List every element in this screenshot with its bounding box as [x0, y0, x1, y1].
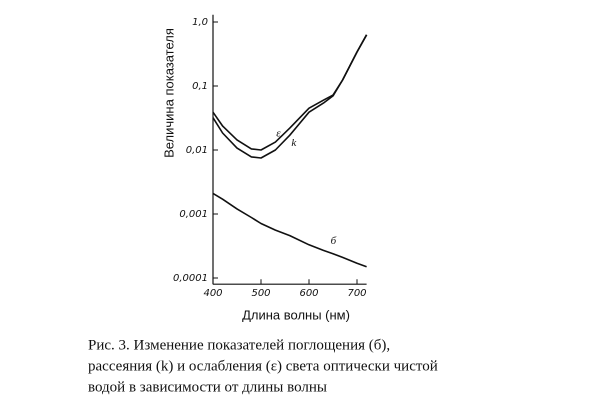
x-tick-label: 700	[347, 288, 366, 299]
y-axis-title: Величина показателя	[161, 28, 176, 158]
y-tick-label: 0,0001	[173, 273, 208, 284]
curve	[212, 34, 368, 151]
x-tick-label: 600	[299, 288, 318, 299]
curve-label: б	[331, 235, 337, 247]
y-tick-label: 0,1	[192, 81, 208, 92]
y-tick-label: 0,01	[186, 145, 208, 156]
caption-line: водой в зависимости от длины волны	[88, 379, 327, 395]
curve	[212, 34, 368, 159]
curve-label: ε	[276, 128, 281, 140]
caption-line: рассеяния (k) и ослабления (ε) света опт…	[88, 358, 438, 374]
y-tick-label: 0,001	[179, 209, 208, 220]
caption-line: Рис. 3. Изменение показателей поглощения…	[88, 337, 390, 353]
x-tick-label: 400	[203, 288, 222, 299]
y-tick-label: 1,0	[192, 17, 208, 28]
curve	[212, 192, 367, 268]
curve-label: k	[291, 137, 297, 149]
x-tick-label: 500	[251, 288, 270, 299]
x-axis-title: Длина волны (нм)	[242, 307, 350, 322]
